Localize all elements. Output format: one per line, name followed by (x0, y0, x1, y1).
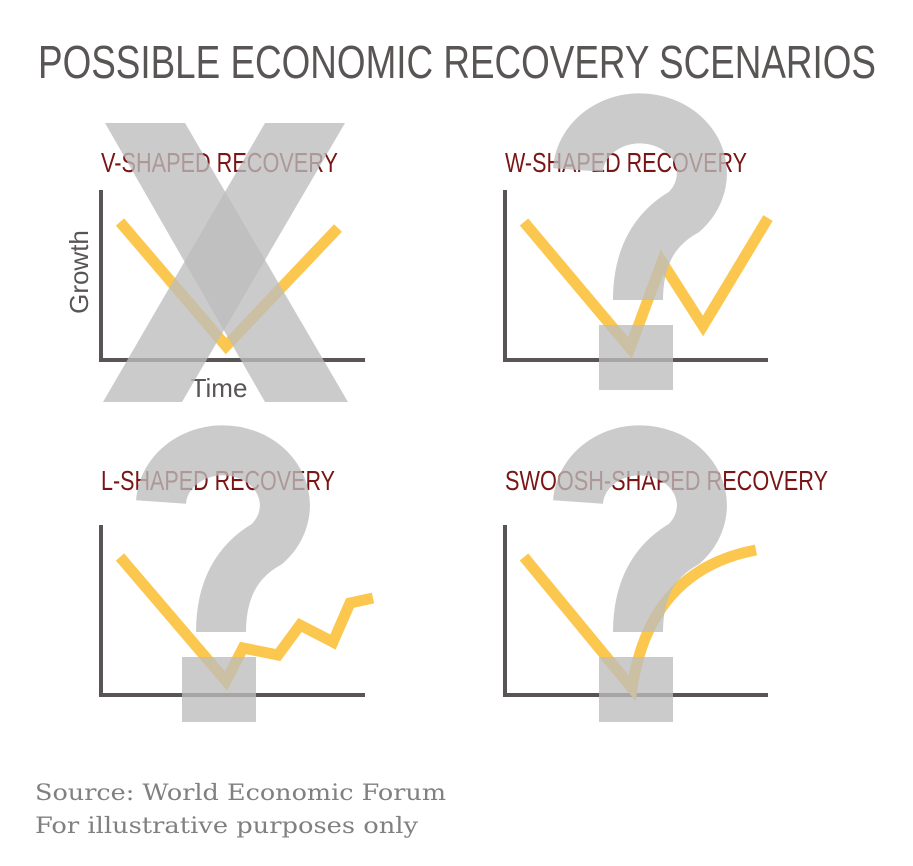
source-note: Source: World Economic Forum (35, 781, 446, 806)
x-icon (103, 123, 348, 402)
panel-w-shaped: W-SHAPED RECOVERY (503, 93, 773, 390)
main-title: POSSIBLE ECONOMIC RECOVERY SCENARIOS (38, 36, 876, 88)
panel-swoosh-shaped: SWOOSH-SHAPED RECOVERY (503, 425, 828, 722)
axes (503, 525, 768, 697)
question-mark-icon (553, 425, 727, 722)
question-mark-icon (136, 425, 310, 722)
question-mark-icon (553, 93, 727, 390)
recovery-curve (115, 218, 342, 355)
panel-v-shaped: V-SHAPED RECOVERY Growth Time (64, 123, 365, 403)
y-axis-label: Growth (64, 230, 94, 314)
x-axis-label: Time (191, 373, 248, 403)
disclaimer-note: For illustrative purposes only (35, 814, 419, 839)
axes (503, 190, 768, 362)
panel-l-shaped: L-SHAPED RECOVERY (99, 425, 375, 722)
axes (99, 525, 365, 697)
